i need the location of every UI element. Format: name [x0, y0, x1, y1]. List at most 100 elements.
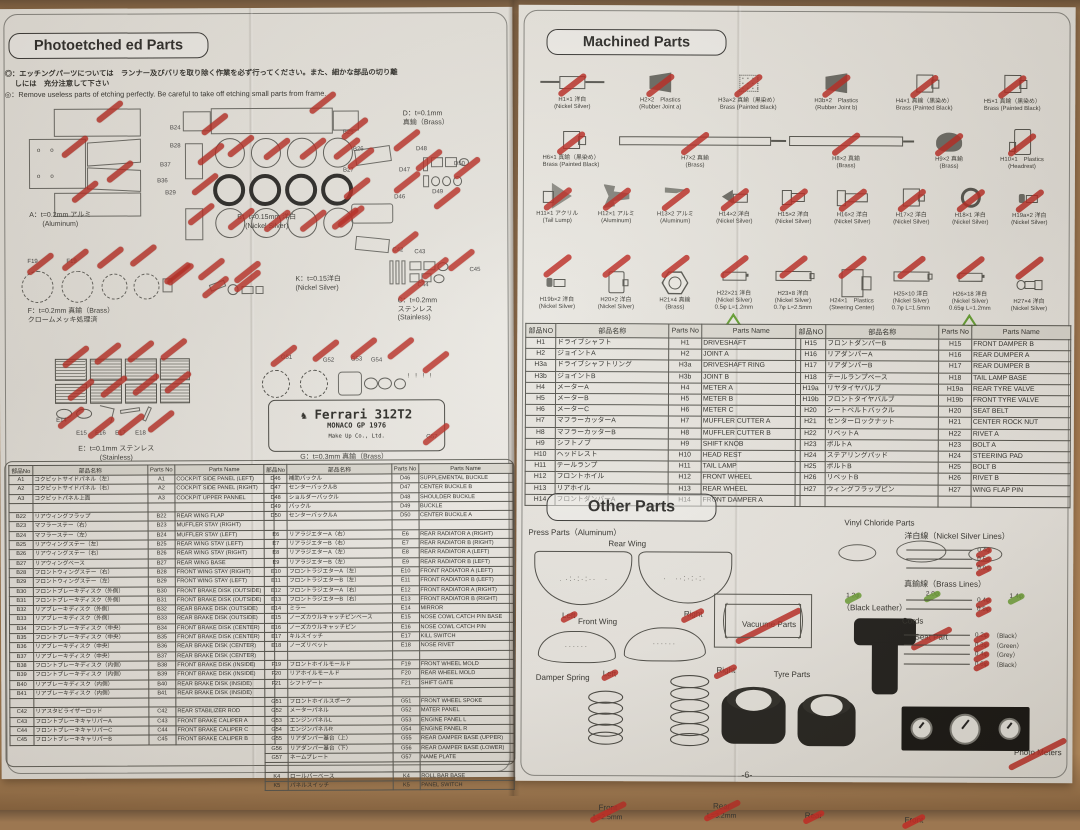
- frame-labels-d: D46 D47 D48 D49 D50: [0, 7, 512, 200]
- col-header: 部品名称: [287, 463, 392, 475]
- part-icon: [540, 75, 605, 90]
- machined-row-4: H19b×2 洋白 (Nickel Silver) H20×2 洋白 (Nick…: [527, 239, 1058, 313]
- machined-part: H19a×2 洋白 (Nickel Silver): [1000, 183, 1059, 227]
- cord-size: 0.6φ: [974, 660, 988, 668]
- machined-part: H16×2 洋白 (Nickel Silver): [823, 182, 882, 226]
- rear-spring-label: Rear L=3.2mm: [706, 801, 737, 820]
- material-d-caption: D：t=0.1mm 真鍮（Brass）: [402, 110, 449, 126]
- part-material: (Nickel Silver): [1011, 219, 1048, 226]
- line-size: 0.4φ: [977, 596, 990, 604]
- machined-part: H18×1 洋白 (Nickel Silver): [941, 183, 1000, 227]
- etch-sheet-g-diagram: ! ! ! !: [0, 7, 512, 398]
- frame-part-label: B28: [169, 143, 181, 150]
- machined-row-3: H11×1 アクリル (Tail Lump) H12×1 アルミ (Alumin…: [528, 181, 1059, 227]
- table-row: H7 マフラーカッターA H7 MUFFLER CUTTER A: [525, 415, 801, 429]
- part-material: (Nickel Silver): [597, 304, 635, 311]
- photo-meters-panel: [901, 706, 1030, 752]
- page-number: -6-: [741, 769, 753, 780]
- part-icon: [738, 74, 758, 92]
- machined-part: H7×2 真鍮 (Brass): [614, 125, 787, 169]
- part-icon: [1016, 278, 1042, 290]
- note-en: ◎：Remove useless parts of etching perfec…: [4, 88, 327, 100]
- gauge-dial-icon: [949, 713, 982, 745]
- table-row: H3b ジョイントB H3b JOINT B: [525, 370, 801, 384]
- machined-part: H25×10 洋白 (Nickel Silver) 0.7φ L=1.5mm: [881, 240, 940, 312]
- table-row: A3 コクピットパネル上面 A3 COCKPIT UPPER PANNEL: [8, 493, 274, 504]
- table-row: E6 リアラジエターA（右） E6 REAR RADIATOR A (RIGHT): [264, 529, 514, 540]
- table-row: E15 ノーズカウルキャッチピンベース E15 NOSE COWL CATCH PI…: [264, 612, 514, 624]
- machined-part: H22×21 洋白 (Nickel Silver) 0.5φ L=1.2mm: [704, 240, 763, 312]
- table-row: H18 テールランプベース H18 TAIL LAMP BASE: [795, 372, 1071, 385]
- red-check-marks: [0, 7, 512, 447]
- vacuum-part-shape: [713, 593, 813, 649]
- table-row: E11 フロントラジエターB（左） E11 FRONT RADIATOR B (LE…: [264, 575, 514, 587]
- part-icon: [546, 276, 568, 289]
- frame-part-label: E18: [135, 430, 146, 437]
- cord-color: （Black）: [992, 632, 1021, 640]
- section-title-machined: Machined Parts: [546, 28, 727, 56]
- front-wing-right-shape: ······: [623, 627, 706, 662]
- frame-part-label: B26: [352, 146, 364, 153]
- machined-row-2: H6×1 真鍮（黒染め） Brass (Painted Black) H7×2 …: [528, 125, 1062, 171]
- cord-color: （Green）: [992, 642, 1023, 650]
- nickel-line: 0.5φ: [906, 555, 990, 563]
- part-icon: [562, 130, 586, 150]
- table-row: H23 ボルトA H23 BOLT A: [795, 439, 1071, 452]
- table-row: B26 リアウィングステー（右） B26 REAR WING STAY (RIGHT…: [9, 548, 275, 560]
- table-row: H6 メーターC H6 METER C: [525, 404, 801, 417]
- line-size: 0.9φ: [977, 564, 991, 572]
- table-row: E13 フロントラジエターB（右） E13 FRONT RADIATOR B (RI…: [264, 594, 514, 605]
- table-row: H8 マフラーカッターB H8 MUFFLER CUTTER B: [525, 426, 801, 440]
- front-tyre-shape: [797, 696, 856, 747]
- frame-labels-c: C42C43C44C45: [0, 7, 512, 288]
- front-spring-label: Front L=2.5mm: [593, 803, 623, 822]
- table-row: A2 コクピットサイドパネル（右） A2 COCKPIT SIDE PANEL (R…: [8, 483, 274, 495]
- part-material: (Aluminum): [660, 218, 691, 225]
- part-icon: [721, 271, 749, 281]
- part-material: (Nickel Silver): [1010, 306, 1048, 313]
- machined-part: H4×1 真鍮（黒染め） Brass (Painted Black): [880, 68, 968, 112]
- part-material: (Nickel Silver): [554, 103, 591, 110]
- part-material: Brass (Painted Black): [895, 105, 953, 112]
- frame-part-label: B37: [159, 162, 171, 169]
- frame-labels-e: E14E15E16E17E18: [0, 7, 512, 437]
- section-title-photoetched: Photoetched ed Parts: [8, 32, 209, 60]
- rear-tyre-label: Rear: [804, 811, 823, 821]
- table-row: H19b フロントタイヤバルブ H19b FRONT TYRE VALVE: [795, 394, 1071, 407]
- table-row: H25 ボルトB H25 BOLT B: [795, 461, 1071, 475]
- frame-part-label: B36: [157, 178, 168, 185]
- col-header: Parts No: [147, 464, 175, 475]
- table-row: E9 リアラジエターB（左） E9 REAR RADIATOR B (LEFT): [264, 557, 514, 568]
- machined-part: H26×18 洋白 (Nickel Silver) 0.65φ L=1.2mm: [940, 241, 999, 313]
- cord-item: 0.6φ （Black）: [903, 659, 1021, 668]
- cord-item: 0.3φ （Green）: [903, 640, 1023, 650]
- front-spring-shape: [587, 690, 624, 745]
- plate-race: MONACO GP 1976: [327, 421, 387, 430]
- vinyl-size: 1.4φ: [1009, 592, 1023, 600]
- machined-part: H12×1 アルミ (Aluminum): [587, 181, 646, 225]
- front-wing-left-shape: ······: [537, 630, 616, 664]
- rear-wing-left-label: Left: [562, 610, 576, 621]
- machined-part: H3a×2 真鍮（黒染め） Brass (Painted Black): [704, 68, 792, 112]
- table-row: H15 フロントダンパーB H15 FRONT DAMPER B: [795, 338, 1071, 351]
- rear-wing-right-label: Right: [683, 609, 703, 619]
- machined-part: H19b×2 洋白 (Nickel Silver): [527, 239, 586, 311]
- cords-title: Cords: [901, 616, 924, 626]
- photo-of-instruction-sheet: { "left_page": { "header": "Photoetched …: [0, 0, 1080, 810]
- machined-row-1: H1×1 洋白 (Nickel Silver) H2×2 Plastics (R…: [528, 67, 1056, 113]
- part-material: (Rubber Joint a): [639, 104, 682, 111]
- part-icon: [661, 271, 688, 295]
- part-dimension: 0.65φ L=1.2mm: [949, 305, 991, 312]
- cord-color: （Grey）: [992, 651, 1019, 659]
- machined-part: H3b×2 Plastics (Rubber Joint b): [792, 68, 880, 112]
- part-material: (Steering Center): [829, 305, 875, 312]
- table-row: H22 リベットA H22 RIVET A: [795, 428, 1071, 441]
- col-header: Parts No: [391, 463, 419, 474]
- gauge-dial-icon: [998, 717, 1021, 740]
- cords-list: 0.2φ （Black） 0.3φ （Green） 0.4φ （Grey） 0.…: [518, 59, 1075, 668]
- section-title-other: Other Parts: [546, 492, 717, 522]
- rear-spring-shape: [669, 674, 710, 747]
- table-row: E16 ノーズカウルキャッチピン E16 NOSE COWL CATCH PIN: [264, 622, 514, 633]
- table-row: E8 リアラジエターA（左） E8 REAR RADIATOR A (LEFT): [264, 547, 514, 559]
- part-icon: [781, 190, 805, 204]
